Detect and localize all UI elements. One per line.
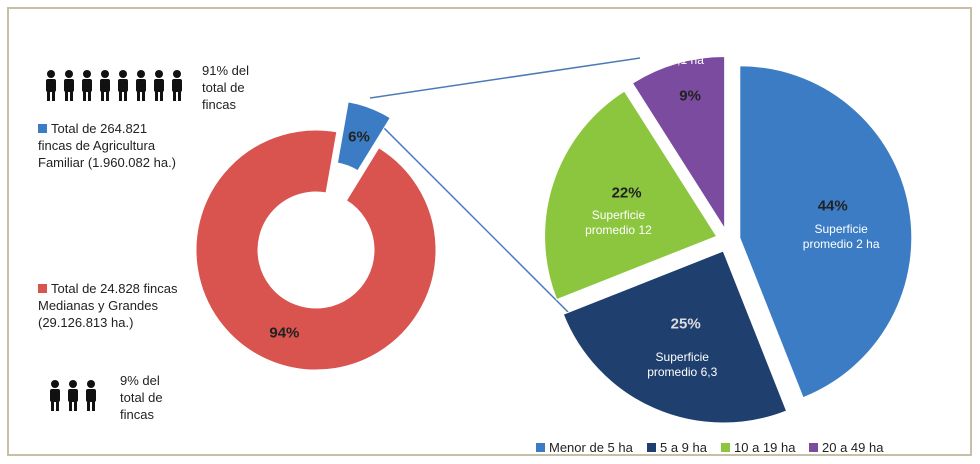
value-label: 94% (269, 324, 300, 342)
legend-text: Total de 24.828 fincas Medianas y Grande… (38, 281, 178, 330)
legend-item: Menor de 5 ha (536, 440, 633, 455)
pie-slice (631, 55, 726, 231)
slice-label: Superficie promedio 2 ha (802, 222, 880, 252)
legend-text: Menor de 5 ha (549, 440, 633, 455)
donut-slice (195, 129, 437, 371)
legend-item: Total de 24.828 fincas Medianas y Grande… (38, 280, 178, 331)
legend-swatch (536, 443, 545, 452)
value-label: 22% (611, 184, 642, 202)
annotation: 9% del total de fincas (120, 373, 163, 422)
legend-item: 20 a 49 ha (809, 440, 883, 455)
pie-slice (739, 65, 913, 399)
legend-item: 5 a 9 ha (647, 440, 707, 455)
legend-text: 5 a 9 ha (660, 440, 707, 455)
connector (369, 57, 641, 99)
legend-text: Total de 264.821 fincas de Agricultura F… (38, 121, 177, 170)
slice-label: Superficie promedio 12 (585, 208, 652, 238)
legend-swatch (721, 443, 730, 452)
pie-slice (544, 90, 718, 301)
legend-text: 10 a 19 ha (734, 440, 796, 455)
connector (369, 113, 579, 323)
value-label: 25% (670, 315, 701, 333)
frame (7, 7, 972, 456)
annotation: 91% del total de fincas (202, 63, 249, 112)
value-label: 9% (679, 87, 701, 105)
pie-slice (562, 250, 788, 424)
legend-item: 10 a 19 ha (721, 440, 795, 455)
value-label: 6% (348, 128, 370, 146)
legend-swatch (38, 124, 47, 133)
legend-item: Total de 264.821 fincas de Agricultura F… (38, 120, 178, 171)
people-icons (46, 70, 182, 411)
donut-slice (336, 101, 391, 172)
legend-swatch (38, 284, 47, 293)
legend-swatch (809, 443, 818, 452)
value-label: 44% (817, 197, 848, 215)
slice-label: Sup prom. 27,1 ha (656, 38, 712, 68)
slice-label: Superficie promedio 6,3 (647, 349, 718, 379)
legend-swatch (647, 443, 656, 452)
legend-text: 20 a 49 ha (822, 440, 884, 455)
